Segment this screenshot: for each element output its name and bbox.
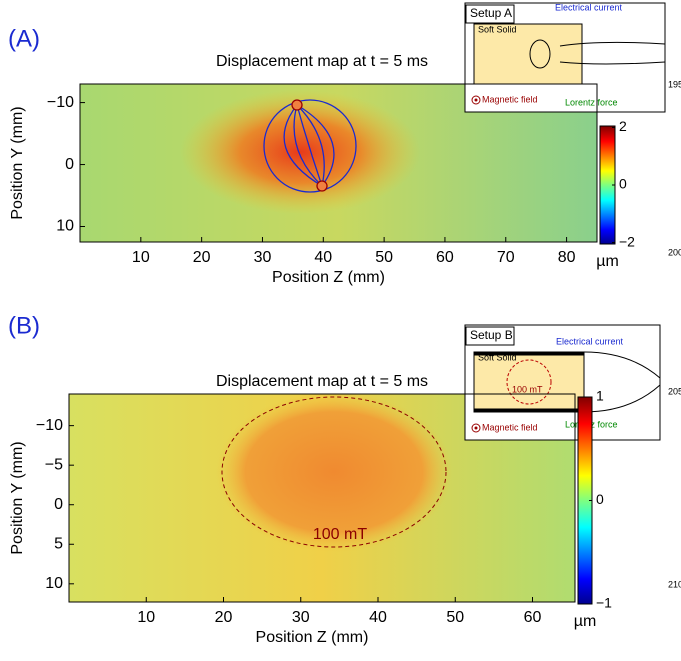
plot-frame xyxy=(68,393,576,603)
margin-number: 200 xyxy=(668,247,681,257)
panel-label: (A) xyxy=(8,25,40,52)
inset-text: Lorentz force xyxy=(565,97,618,107)
x-tick-label: 40 xyxy=(314,249,332,266)
x-tick-label: 50 xyxy=(446,609,464,626)
panel-a: Setup A Soft Solid Electrical current Magne… xyxy=(8,2,681,286)
chart-title: Displacement map at t = 5 ms xyxy=(216,373,428,390)
x-tick-label: 40 xyxy=(369,609,387,626)
colorbar-tick-label: 0 xyxy=(619,176,627,192)
x-tick-label: 30 xyxy=(292,609,310,626)
inset-title: Setup B xyxy=(470,328,513,342)
y-tick-label: 5 xyxy=(54,535,63,552)
inset-text: Electrical current xyxy=(556,336,624,346)
margin-number: 205 xyxy=(668,386,681,396)
inset-tab xyxy=(465,4,515,24)
y-tick-label: 10 xyxy=(56,218,74,235)
colorbar-tick-label: −1 xyxy=(596,595,612,611)
inset-title: Setup A xyxy=(470,6,512,20)
x-tick-label: 20 xyxy=(215,609,233,626)
inset-text: Electrical current xyxy=(555,2,623,12)
x-tick-label: 10 xyxy=(132,249,150,266)
inset-text: Soft Solid xyxy=(478,352,517,362)
y-tick-label: 0 xyxy=(65,156,74,173)
y-tick-label: −10 xyxy=(47,94,74,111)
heatmap-blob xyxy=(180,90,420,214)
colorbar-label: µm xyxy=(574,613,597,630)
colorbar-label: µm xyxy=(596,253,619,270)
colorbar-tick-label: 0 xyxy=(596,491,604,507)
margin-number: 210 xyxy=(668,579,681,589)
margin-number: 195 xyxy=(668,79,681,89)
annotation: 100 mT xyxy=(313,526,367,543)
x-tick-label: 30 xyxy=(254,249,272,266)
y-tick-label: 10 xyxy=(45,575,63,592)
inset-text: 100 mT xyxy=(512,384,543,394)
field-contour xyxy=(221,396,447,548)
x-tick-label: 60 xyxy=(524,609,542,626)
x-tick-label: 50 xyxy=(375,249,393,266)
y-tick-label: −10 xyxy=(36,417,63,434)
chart-title: Displacement map at t = 5 ms xyxy=(216,53,428,70)
inset-text: Magnetic field xyxy=(482,422,538,432)
x-tick-label: 60 xyxy=(436,249,454,266)
x-axis-label: Position Z (mm) xyxy=(256,629,369,646)
y-tick-label: −5 xyxy=(45,456,63,473)
y-axis-label: Position Y (mm) xyxy=(9,441,26,554)
field-lines xyxy=(263,99,357,193)
inset-a: Setup A Soft Solid Electrical current Magne… xyxy=(464,2,666,113)
colorbar-tick-label: 1 xyxy=(596,388,604,404)
panel-b: Setup B Soft Solid Electrical current Magne… xyxy=(8,312,681,646)
x-tick-label: 20 xyxy=(193,249,211,266)
plot-frame xyxy=(79,83,598,243)
colorbar-tick-label: −2 xyxy=(619,233,635,249)
inset-b: Setup B Soft Solid Electrical current Magne… xyxy=(464,324,661,441)
heatmap-blob xyxy=(216,392,452,552)
inset-text: Soft Solid xyxy=(478,24,517,34)
x-tick-label: 10 xyxy=(137,609,155,626)
colorbar-tick-label: 2 xyxy=(619,118,627,134)
x-tick-label: 80 xyxy=(558,249,576,266)
inset-text: Magnetic field xyxy=(482,94,538,104)
x-axis-label: Position Z (mm) xyxy=(272,269,385,286)
panel-label: (B) xyxy=(8,312,40,339)
y-axis-label: Position Y (mm) xyxy=(9,106,26,219)
inset-tab xyxy=(465,326,515,346)
x-tick-label: 70 xyxy=(497,249,515,266)
y-tick-label: 0 xyxy=(54,496,63,513)
